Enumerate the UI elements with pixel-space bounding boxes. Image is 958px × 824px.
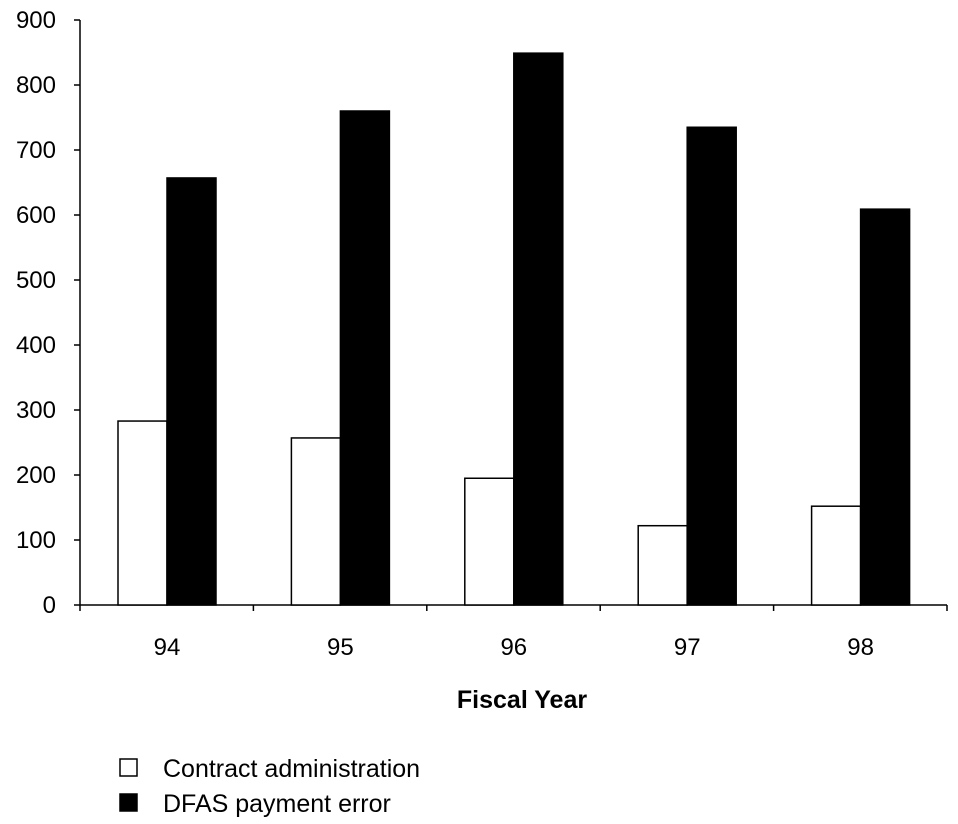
bar-dfas-payment-error-94: [166, 177, 217, 606]
legend: Contract administration DFAS payment erro…: [119, 755, 420, 818]
x-tick-label: 97: [674, 634, 701, 661]
x-tick-label: 95: [327, 634, 354, 661]
bar-dfas-payment-error-96: [513, 52, 564, 606]
bar-contract-administration-95: [290, 437, 342, 606]
x-tick-label: 98: [847, 634, 874, 661]
y-tick-label: 200: [16, 462, 56, 489]
y-tick-label: 600: [16, 202, 56, 229]
x-axis-title: Fiscal Year: [457, 686, 587, 714]
bars: [117, 52, 911, 606]
y-tick-label: 500: [16, 267, 56, 294]
bar-dfas-payment-error-98: [859, 208, 911, 606]
bar-contract-administration-98: [810, 505, 862, 606]
bar-dfas-payment-error-97: [686, 126, 737, 606]
y-tick-label: 400: [16, 332, 56, 359]
y-tick-label: 300: [16, 397, 56, 424]
legend-label-contract-administration: Contract administration: [163, 755, 420, 783]
legend-swatch-dfas-payment-error: [119, 793, 138, 812]
x-tick-label: 96: [500, 634, 527, 661]
y-tick-label: 100: [16, 527, 56, 554]
bar-dfas-payment-error-95: [339, 110, 391, 606]
x-axis: 94 95 96 97 98: [79, 604, 948, 661]
legend-label-dfas-payment-error: DFAS payment error: [163, 790, 391, 818]
bar-contract-administration-94: [117, 420, 168, 606]
y-tick-label: 800: [16, 72, 56, 99]
y-tick-label: 0: [43, 592, 56, 619]
bar-contract-administration-97: [637, 524, 688, 606]
bar-contract-administration-96: [464, 477, 515, 606]
y-tick-label: 900: [16, 7, 56, 34]
y-tick-label: 700: [16, 137, 56, 164]
legend-swatch-contract-administration: [119, 758, 138, 777]
y-axis: 0 100 200 300 400 500 600 700 800 900: [16, 7, 81, 619]
x-tick-label: 94: [154, 634, 181, 661]
